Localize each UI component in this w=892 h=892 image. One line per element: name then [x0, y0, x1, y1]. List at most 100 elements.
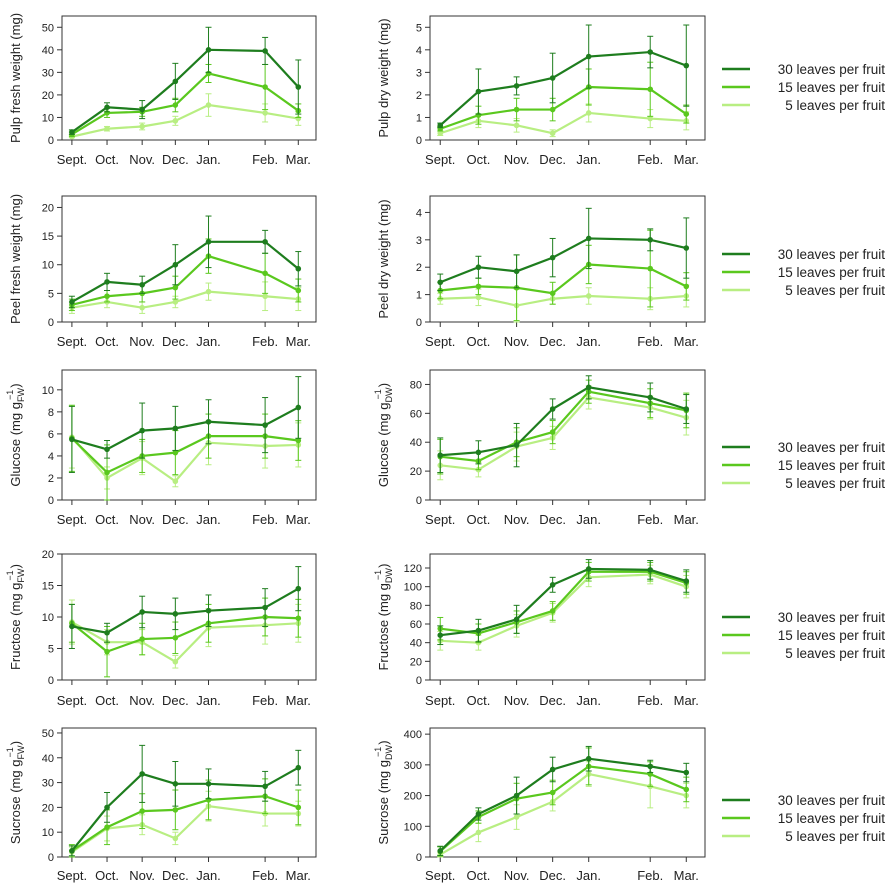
x-tick-label: Feb.	[252, 152, 278, 167]
data-point	[205, 418, 212, 425]
y-tick-label: 60	[410, 619, 422, 631]
x-tick-label: Feb.	[637, 693, 663, 708]
data-point	[205, 102, 212, 108]
y-tick-label: 0	[416, 317, 422, 329]
x-tick-label: Oct.	[95, 512, 119, 527]
data-point	[513, 106, 520, 113]
x-tick-label: Oct.	[466, 334, 490, 349]
x-tick-label: Oct.	[466, 868, 490, 883]
data-point	[205, 239, 212, 245]
y-tick-label: 20	[42, 202, 54, 214]
x-tick-label: Sept.	[425, 334, 455, 349]
x-tick-label: Nov.	[129, 152, 155, 167]
y-tick-label: 10	[42, 612, 54, 624]
data-point	[172, 449, 179, 456]
series-30-leaves	[68, 376, 302, 473]
y-tick-label: 2	[416, 262, 422, 274]
y-tick-label: 80	[410, 600, 422, 612]
x-tick-label: Feb.	[252, 512, 278, 527]
data-point	[683, 769, 690, 776]
chart-panel-fructose-dw: 0 20 40 60 80 100 120 Sept. Oct. Nov. Dec. Jan. Feb.…	[373, 553, 706, 708]
data-point	[585, 384, 592, 391]
data-point	[104, 824, 110, 831]
data-point	[172, 78, 179, 85]
data-point	[549, 766, 556, 773]
x-tick-label: Jan.	[196, 512, 221, 527]
series-5-leaves	[437, 284, 690, 323]
x-tick-label: Nov.	[129, 334, 155, 349]
y-tick-label: 6	[48, 429, 54, 441]
data-point	[295, 615, 302, 622]
y-tick-label: 5	[416, 22, 422, 34]
legend-label: 30 leaves per fruit	[778, 247, 886, 262]
data-point	[172, 658, 179, 665]
series-30-leaves	[68, 566, 302, 649]
x-tick-label: Oct.	[95, 868, 119, 883]
data-point	[262, 239, 268, 245]
x-tick-label: Oct.	[466, 693, 490, 708]
y-tick-label: 30	[42, 778, 54, 790]
data-point	[549, 608, 556, 614]
y-tick-label: 60	[410, 408, 422, 420]
data-point	[262, 293, 268, 300]
x-tick-label: Jan.	[576, 334, 601, 349]
chart-panel-peel-dw: 0 1 2 3 4 Sept. Oct. Nov. Dec. Jan. Feb. Mar. Peel d…	[376, 195, 706, 349]
y-tick-label: 0	[48, 317, 54, 329]
legend-label: 15 leaves per fruit	[778, 458, 886, 473]
y-tick-label: 100	[404, 821, 422, 833]
y-tick-label: 3	[416, 67, 422, 79]
y-tick-label: 3	[416, 235, 422, 247]
x-tick-label: Sept.	[425, 512, 455, 527]
data-point	[172, 284, 179, 291]
chart-panel-sucrose-dw: 0 100 200 300 400 Sept. Oct. Nov. Dec. Jan. Feb. Ma…	[373, 727, 706, 883]
data-point	[585, 566, 592, 572]
data-point	[437, 632, 444, 638]
data-point	[205, 288, 212, 295]
legend-label: 15 leaves per fruit	[778, 811, 886, 826]
legend: 30 leaves per fruit 15 leaves per fruit 5 …	[722, 62, 885, 113]
data-point	[69, 299, 75, 305]
x-tick-label: Mar.	[286, 512, 311, 527]
data-point	[437, 130, 444, 137]
legend: 30 leaves per fruit 15 leaves per fruit 5 …	[722, 247, 885, 298]
data-point	[647, 237, 654, 243]
x-tick-label: Jan.	[576, 868, 601, 883]
data-point	[104, 469, 110, 476]
x-tick-label: Dec.	[162, 693, 189, 708]
y-tick-label: 300	[404, 760, 422, 772]
plot-frame	[429, 369, 706, 501]
data-point	[475, 627, 482, 634]
x-tick-label: Sept.	[57, 868, 87, 883]
data-point	[172, 807, 179, 813]
y-tick-label: 1	[416, 290, 422, 302]
legend-label: 5 leaves per fruit	[785, 829, 885, 844]
legend-label: 5 leaves per fruit	[785, 476, 885, 491]
data-point	[513, 442, 520, 448]
y-tick-label: 100	[404, 582, 422, 594]
x-tick-label: Nov.	[504, 693, 530, 708]
y-axis-label: Sucrose (mg gFW−1)	[5, 741, 26, 844]
x-tick-label: Mar.	[674, 334, 699, 349]
x-tick-label: Sept.	[425, 868, 455, 883]
y-tick-label: 8	[48, 407, 54, 419]
series-line	[439, 237, 687, 284]
x-tick-label: Nov.	[504, 512, 530, 527]
y-tick-label: 2	[416, 90, 422, 102]
data-point	[585, 235, 592, 242]
data-point	[172, 102, 179, 108]
series-15-leaves	[437, 229, 690, 322]
y-axis-label: Sucrose (mg gDW−1)	[373, 740, 394, 844]
data-point	[172, 425, 179, 432]
x-tick-label: Jan.	[196, 334, 221, 349]
data-point	[69, 436, 75, 443]
chart-panel-fructose-fw: 0 5 10 15 20 Sept. Oct. Nov. Dec. Jan. Feb. Mar. Fru…	[5, 549, 317, 708]
data-point	[475, 294, 482, 301]
data-point	[262, 110, 268, 116]
series-5-leaves	[437, 564, 690, 651]
y-axis-label: Peel fresh weight (mg)	[8, 194, 23, 324]
data-point	[295, 764, 302, 771]
data-point	[683, 578, 690, 584]
legend-label: 30 leaves per fruit	[778, 62, 886, 77]
y-tick-label: 80	[410, 379, 422, 391]
series-30-leaves	[437, 24, 690, 129]
